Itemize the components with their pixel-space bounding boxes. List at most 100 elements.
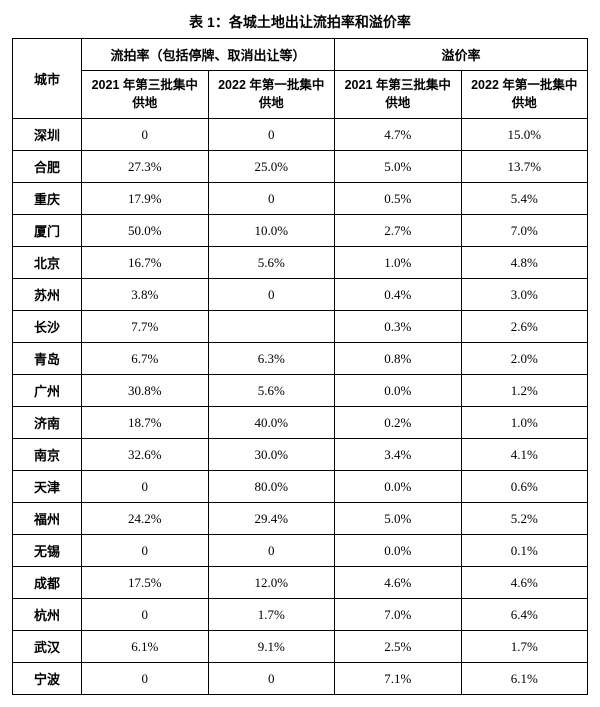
- cell-value: 30.0%: [208, 439, 335, 471]
- col-header-group1: 流拍率（包括停牌、取消出让等）: [82, 39, 335, 71]
- cell-value: 50.0%: [82, 215, 209, 247]
- table-row: 北京16.7%5.6%1.0%4.8%: [13, 247, 588, 279]
- cell-value: 2.7%: [335, 215, 462, 247]
- cell-value: 1.7%: [208, 599, 335, 631]
- cell-value: 1.0%: [335, 247, 462, 279]
- table-row: 广州30.8%5.6%0.0%1.2%: [13, 375, 588, 407]
- cell-value: 5.6%: [208, 247, 335, 279]
- cell-value: 6.1%: [461, 663, 588, 695]
- cell-value: 2.6%: [461, 311, 588, 343]
- col-header-sub4: 2022 年第一批集中供地: [461, 71, 588, 119]
- cell-value: 0: [208, 183, 335, 215]
- col-header-city: 城市: [13, 39, 82, 119]
- cell-value: 3.8%: [82, 279, 209, 311]
- cell-city: 宁波: [13, 663, 82, 695]
- cell-value: 0: [82, 119, 209, 151]
- table-row: 成都17.5%12.0%4.6%4.6%: [13, 567, 588, 599]
- cell-value: 2.5%: [335, 631, 462, 663]
- cell-value: 17.5%: [82, 567, 209, 599]
- table-row: 苏州3.8%00.4%3.0%: [13, 279, 588, 311]
- cell-value: 4.8%: [461, 247, 588, 279]
- cell-value: 5.0%: [335, 503, 462, 535]
- table-row: 武汉6.1%9.1%2.5%1.7%: [13, 631, 588, 663]
- cell-value: 4.6%: [335, 567, 462, 599]
- table-row: 南京32.6%30.0%3.4%4.1%: [13, 439, 588, 471]
- cell-value: 3.4%: [335, 439, 462, 471]
- table-row: 深圳004.7%15.0%: [13, 119, 588, 151]
- cell-value: 29.4%: [208, 503, 335, 535]
- cell-value: 32.6%: [82, 439, 209, 471]
- cell-value: 27.3%: [82, 151, 209, 183]
- cell-value: 0.8%: [335, 343, 462, 375]
- cell-value: 7.0%: [335, 599, 462, 631]
- table-row: 杭州01.7%7.0%6.4%: [13, 599, 588, 631]
- cell-city: 无锡: [13, 535, 82, 567]
- cell-value: 18.7%: [82, 407, 209, 439]
- cell-city: 深圳: [13, 119, 82, 151]
- cell-city: 厦门: [13, 215, 82, 247]
- cell-value: 6.4%: [461, 599, 588, 631]
- cell-value: 17.9%: [82, 183, 209, 215]
- cell-value: 0.0%: [335, 471, 462, 503]
- table-row: 济南18.7%40.0%0.2%1.0%: [13, 407, 588, 439]
- cell-value: 4.1%: [461, 439, 588, 471]
- cell-value: 7.7%: [82, 311, 209, 343]
- cell-city: 杭州: [13, 599, 82, 631]
- cell-value: 0: [208, 663, 335, 695]
- cell-value: 4.6%: [461, 567, 588, 599]
- land-auction-table: 城市 流拍率（包括停牌、取消出让等） 溢价率 2021 年第三批集中供地 202…: [12, 38, 588, 695]
- cell-city: 广州: [13, 375, 82, 407]
- cell-value: 5.6%: [208, 375, 335, 407]
- cell-city: 武汉: [13, 631, 82, 663]
- table-row: 厦门50.0%10.0%2.7%7.0%: [13, 215, 588, 247]
- cell-value: 40.0%: [208, 407, 335, 439]
- cell-city: 苏州: [13, 279, 82, 311]
- cell-value: 1.2%: [461, 375, 588, 407]
- cell-value: 9.1%: [208, 631, 335, 663]
- cell-value: 0: [208, 535, 335, 567]
- cell-value: 25.0%: [208, 151, 335, 183]
- col-header-sub2: 2022 年第一批集中供地: [208, 71, 335, 119]
- table-row: 重庆17.9%00.5%5.4%: [13, 183, 588, 215]
- table-row: 长沙7.7% 0.3%2.6%: [13, 311, 588, 343]
- col-header-sub3: 2021 年第三批集中供地: [335, 71, 462, 119]
- cell-value: 4.7%: [335, 119, 462, 151]
- cell-value: 16.7%: [82, 247, 209, 279]
- cell-value: 13.7%: [461, 151, 588, 183]
- cell-value: 5.4%: [461, 183, 588, 215]
- cell-city: 成都: [13, 567, 82, 599]
- cell-city: 济南: [13, 407, 82, 439]
- cell-value: 12.0%: [208, 567, 335, 599]
- cell-city: 合肥: [13, 151, 82, 183]
- cell-value: [208, 311, 335, 343]
- cell-city: 重庆: [13, 183, 82, 215]
- cell-value: 0: [82, 471, 209, 503]
- cell-value: 0.6%: [461, 471, 588, 503]
- cell-value: 3.0%: [461, 279, 588, 311]
- table-row: 宁波007.1%6.1%: [13, 663, 588, 695]
- cell-value: 0: [208, 279, 335, 311]
- cell-value: 0.4%: [335, 279, 462, 311]
- cell-value: 0.1%: [461, 535, 588, 567]
- cell-city: 福州: [13, 503, 82, 535]
- cell-value: 7.0%: [461, 215, 588, 247]
- cell-city: 青岛: [13, 343, 82, 375]
- cell-value: 5.0%: [335, 151, 462, 183]
- cell-value: 80.0%: [208, 471, 335, 503]
- cell-value: 0.0%: [335, 375, 462, 407]
- cell-value: 1.0%: [461, 407, 588, 439]
- cell-value: 10.0%: [208, 215, 335, 247]
- cell-value: 0.5%: [335, 183, 462, 215]
- cell-city: 北京: [13, 247, 82, 279]
- cell-value: 24.2%: [82, 503, 209, 535]
- cell-city: 天津: [13, 471, 82, 503]
- cell-value: 5.2%: [461, 503, 588, 535]
- cell-city: 长沙: [13, 311, 82, 343]
- table-row: 合肥27.3%25.0%5.0%13.7%: [13, 151, 588, 183]
- table-row: 天津080.0%0.0%0.6%: [13, 471, 588, 503]
- cell-value: 0: [82, 535, 209, 567]
- cell-value: 6.7%: [82, 343, 209, 375]
- cell-value: 0.3%: [335, 311, 462, 343]
- table-row: 青岛6.7%6.3%0.8%2.0%: [13, 343, 588, 375]
- cell-value: 1.7%: [461, 631, 588, 663]
